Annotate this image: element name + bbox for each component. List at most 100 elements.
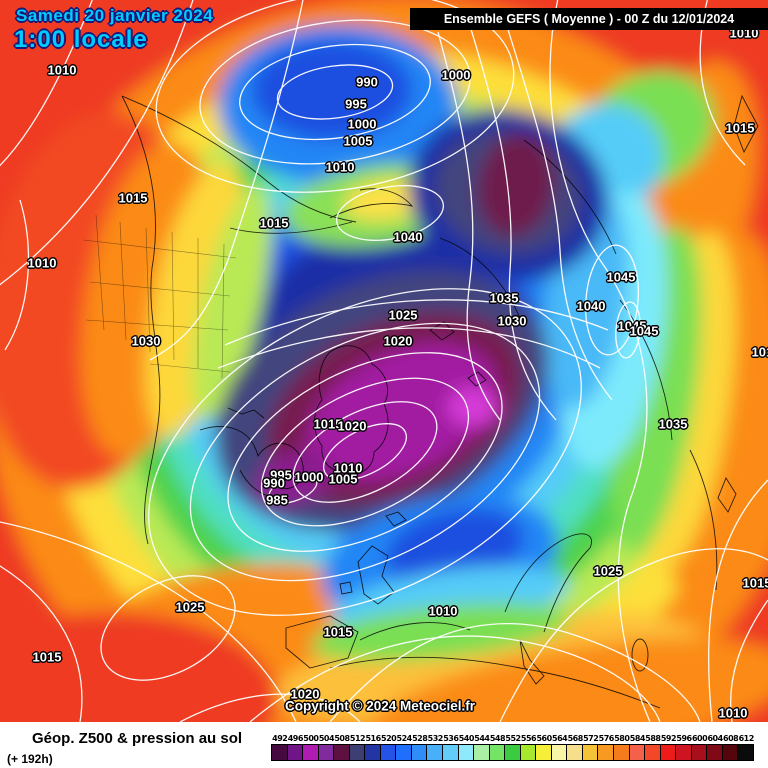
isobar-label: 990: [356, 74, 378, 90]
isobar-label: 1010: [718, 705, 748, 721]
isobar-label: 1040: [393, 229, 423, 245]
footer-bar: Géop. Z500 & pression au sol (+ 192h) 49…: [0, 722, 768, 768]
legend-value: 520: [381, 734, 397, 743]
legend-swatch: [675, 744, 692, 761]
isobar-label: 1000: [441, 67, 471, 83]
legend-value: 544: [474, 734, 490, 743]
legend-value: 580: [614, 734, 630, 743]
legend-value: 504: [318, 734, 335, 743]
local-time-label: 1:00 locale: [14, 26, 148, 53]
legend-value: 568: [567, 734, 584, 743]
isobar-label: 1040: [576, 298, 606, 314]
legend-value: 548: [489, 734, 506, 743]
legend-value: 528: [412, 734, 428, 743]
isobar-label: 1015: [742, 575, 768, 591]
isobar-label: 1010: [325, 159, 355, 175]
isobar-label: 1015: [725, 120, 755, 136]
legend-swatch: [535, 744, 552, 761]
state-boundaries: [83, 214, 237, 379]
legend-value: 612: [738, 734, 755, 743]
legend-swatch: [613, 744, 630, 761]
isobar-label: 1030: [497, 313, 527, 329]
copyright-label: Copyright © 2024 Meteociel.fr: [285, 698, 475, 714]
isobar-label: 1020: [290, 686, 320, 702]
isobar-label: 1015: [259, 215, 289, 231]
legend-swatch: [581, 744, 599, 761]
isobar-label: 1045: [629, 323, 659, 339]
isobar-label: 1035: [489, 290, 519, 306]
isobar-label: 1015: [118, 190, 148, 206]
model-title: Ensemble GEFS ( Moyenne ) - 00 Z du 12/0…: [443, 12, 735, 26]
legend-swatch: [457, 744, 475, 761]
legend-value: 596: [676, 734, 692, 743]
legend-swatch: [519, 744, 537, 761]
legend-swatch: [271, 744, 288, 761]
legend-value: 492: [272, 734, 288, 743]
date-label: Samedi 20 janvier 2024: [16, 6, 214, 25]
legend-value: 532: [427, 734, 444, 743]
legend-value: 576: [598, 734, 615, 743]
isobar-label: 1015: [323, 624, 353, 640]
legend-swatch: [410, 744, 428, 761]
legend-swatch: [302, 744, 319, 761]
isobar-label: 1000: [347, 116, 377, 132]
legend-swatch: [364, 744, 381, 761]
isobar-label: 1015: [313, 416, 343, 432]
legend-value: 536: [443, 734, 459, 743]
geopotential-field: [0, 0, 768, 722]
coastlines: [121, 94, 759, 709]
legend-swatch-row: [271, 744, 754, 761]
pressure-map-canvas: [0, 0, 768, 722]
legend-swatch: [597, 744, 615, 761]
product-title: Géop. Z500 & pression au sol: [32, 730, 243, 747]
isobar-label: 995: [270, 467, 292, 483]
isobar-label: 990: [263, 475, 285, 491]
legend-value: 496: [287, 734, 304, 743]
isobar-label: 1025: [388, 307, 418, 323]
legend-value: 600: [691, 734, 708, 743]
legend-value: 564: [552, 734, 568, 743]
legend-value: 560: [536, 734, 552, 743]
legend-swatch: [348, 744, 366, 761]
legend-swatch: [442, 744, 459, 761]
legend-value: 540: [458, 734, 475, 743]
isobar-label: 1015: [751, 344, 768, 360]
legend-swatch: [721, 744, 739, 761]
legend-swatch: [737, 744, 754, 761]
legend-value: 604: [707, 734, 723, 743]
legend-values-row: 492 496 500 504 508 512 516 520 524 528 532 536 540 5…: [272, 734, 754, 743]
legend-value: 512: [349, 734, 366, 743]
isobar-label: 995: [345, 96, 367, 112]
legend-swatch: [644, 744, 661, 761]
isobar-label: 1025: [593, 563, 623, 579]
forecast-step-label: (+ 192h): [7, 752, 53, 766]
isobar-label: 1010: [47, 62, 77, 78]
legend-value: 584: [629, 734, 646, 743]
legend-swatch: [286, 744, 304, 761]
legend-swatch: [317, 744, 335, 761]
isobar-label: 1005: [343, 133, 373, 149]
z500-color-field: [0, 0, 768, 722]
legend-swatch: [504, 744, 521, 761]
legend-value: 608: [723, 734, 739, 743]
isobar-label: 1020: [337, 418, 367, 434]
legend-swatch: [488, 744, 506, 761]
isobar-label: 1010: [27, 255, 57, 271]
legend-value: 552: [505, 734, 521, 743]
legend-value: 592: [660, 734, 677, 743]
isobar-contours: [0, 0, 768, 722]
isobar-label: 1000: [294, 469, 324, 485]
legend-swatch: [333, 744, 350, 761]
legend-value: 500: [303, 734, 319, 743]
legend-value: 572: [583, 734, 599, 743]
isobar-label: 1005: [328, 471, 358, 487]
legend-swatch: [473, 744, 490, 761]
isobar-label: 1045: [617, 318, 647, 334]
legend-swatch: [566, 744, 583, 761]
isobar-label: 1030: [131, 333, 161, 349]
legend-value: 556: [520, 734, 537, 743]
z500-color-scale: 492 496 500 504 508 512 516 520 524 528 532 536 540 5…: [271, 734, 754, 761]
isobar-label: 1010: [428, 603, 458, 619]
legend-value: 588: [645, 734, 661, 743]
